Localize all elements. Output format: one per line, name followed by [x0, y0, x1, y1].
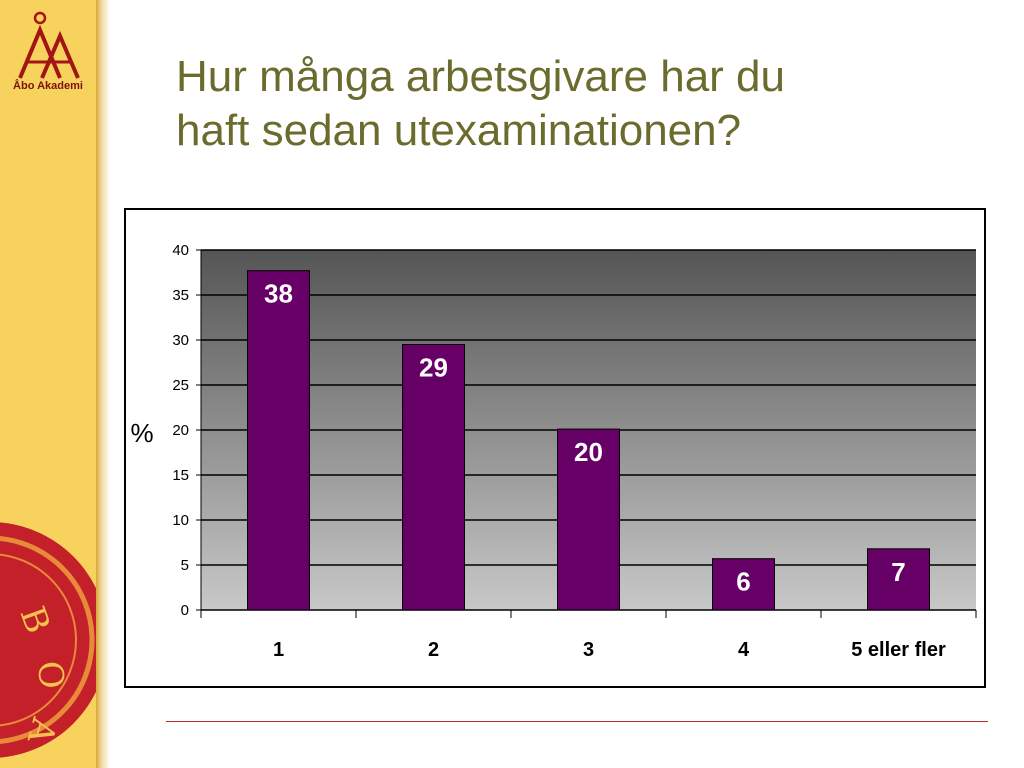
bar	[402, 344, 465, 611]
title-line-1: Hur många arbetsgivare har du	[176, 52, 785, 101]
data-label: 38	[264, 279, 293, 309]
y-tick-label: 5	[181, 557, 189, 574]
y-tick-label: 40	[172, 242, 189, 259]
svg-text:O: O	[29, 659, 71, 690]
y-tick-label: 0	[181, 602, 189, 619]
bar	[867, 548, 930, 611]
y-tick-label: 30	[172, 332, 189, 349]
data-label: 7	[891, 557, 905, 587]
bar	[712, 558, 775, 611]
y-tick-label: 35	[172, 287, 189, 304]
abo-akademi-crown-logo	[18, 11, 80, 79]
y-tick-label: 25	[172, 377, 189, 394]
sidebar-edge	[96, 0, 110, 768]
y-tick-label: 20	[172, 422, 189, 439]
y-axis-label: %	[130, 418, 153, 448]
y-tick-label: 15	[172, 467, 189, 484]
bar	[557, 428, 620, 611]
sidebar-band: Åbo Akademi B O A	[0, 0, 108, 768]
y-tick-label: 10	[172, 512, 189, 529]
page-title: Hur många arbetsgivare har du haft sedan…	[176, 50, 996, 158]
data-label: 20	[574, 437, 603, 467]
logo-name: Åbo Akademi	[13, 80, 83, 92]
bar	[247, 270, 310, 611]
x-tick-label: 2	[428, 639, 439, 661]
x-tick-label: 3	[583, 639, 594, 661]
x-tick-label: 4	[738, 639, 750, 661]
x-tick-label: 5 eller fler	[851, 639, 946, 661]
bottom-rule	[166, 721, 988, 722]
chart-frame: 0 5 10 15 20 25 30 35 40% 38 1 29 2 20 3 6 4 7 5 eller fle…	[124, 208, 986, 688]
university-seal: B O A	[0, 522, 108, 758]
bar-chart: 0 5 10 15 20 25 30 35 40% 38 1 29 2 20 3 6 4 7 5 eller fle…	[130, 242, 977, 661]
data-label: 6	[736, 567, 750, 597]
data-label: 29	[419, 353, 448, 383]
title-line-2: haft sedan utexaminationen?	[176, 106, 742, 155]
x-tick-label: 1	[273, 639, 284, 661]
